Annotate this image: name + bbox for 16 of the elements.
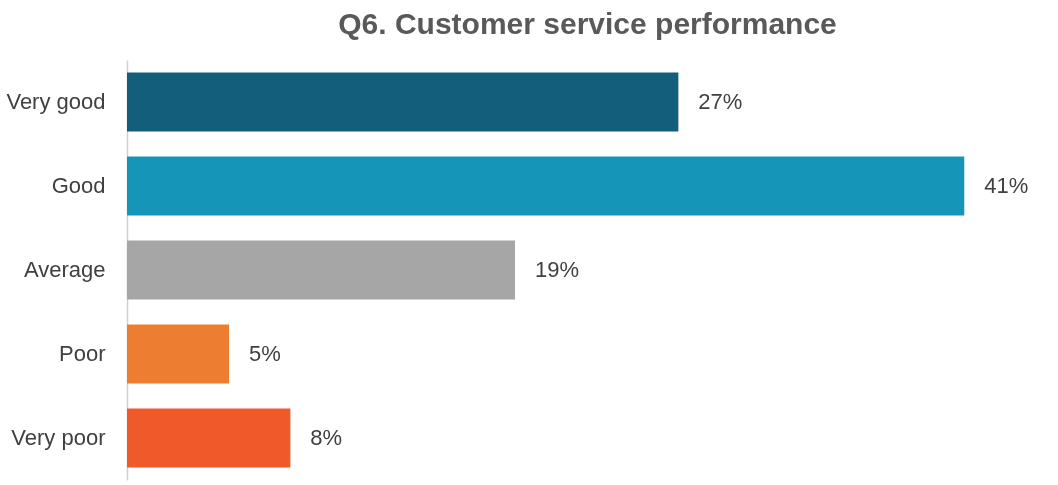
y-tick-label: Very poor	[11, 425, 106, 450]
bar	[127, 72, 679, 132]
y-tick-label: Poor	[59, 341, 106, 366]
y-tick-label: Very good	[6, 89, 106, 114]
bar	[127, 408, 291, 468]
bar	[127, 324, 230, 384]
y-tick-label: Good	[51, 173, 106, 198]
bar	[127, 156, 965, 216]
data-label: 27%	[698, 89, 743, 114]
data-label: 41%	[984, 173, 1029, 198]
data-label: 8%	[310, 425, 343, 450]
data-label: 19%	[535, 257, 580, 282]
data-label: 5%	[249, 341, 281, 366]
bar	[127, 240, 515, 300]
chart-title: Q6. Customer service performance	[338, 7, 837, 40]
y-tick-label: Average	[23, 257, 106, 282]
